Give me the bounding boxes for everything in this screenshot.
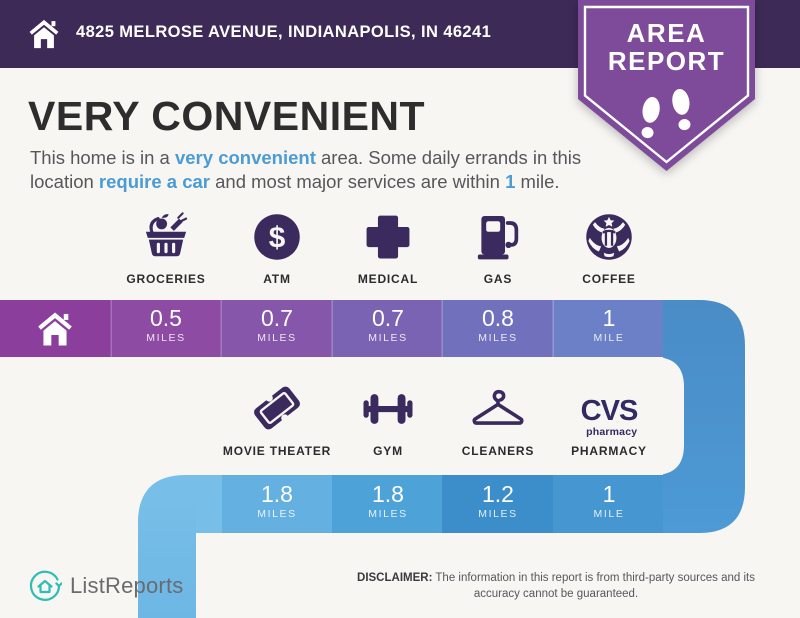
bar1-medical-segment bbox=[332, 300, 442, 357]
distance-unit: MILES bbox=[478, 508, 518, 520]
bar1-groceries-segment bbox=[111, 300, 221, 357]
coffee-siren-logo-icon bbox=[553, 207, 665, 265]
groceries-icon bbox=[110, 207, 222, 265]
distance-cell-cleaners: 1.2 MILES bbox=[442, 481, 554, 520]
amenity-gym: GYM bbox=[332, 379, 444, 458]
bar2-gym-segment bbox=[332, 475, 442, 533]
distance-cell-atm: 0.7 MILES bbox=[221, 305, 333, 344]
distance-unit: MILES bbox=[368, 508, 408, 520]
amenity-medical: MEDICAL bbox=[332, 207, 444, 286]
amenity-label: GAS bbox=[483, 272, 513, 286]
amenity-cleaners: CLEANERS bbox=[442, 379, 554, 458]
amenity-label: MEDICAL bbox=[357, 272, 419, 286]
description-text: mile. bbox=[515, 171, 560, 193]
badge-line1: AREA bbox=[626, 18, 707, 48]
description-text: This home is in a bbox=[30, 147, 175, 168]
cvs-wordmark: CVS bbox=[580, 394, 639, 427]
badge-line2: REPORT bbox=[607, 46, 726, 76]
disclaimer-text: The information in this report is from t… bbox=[432, 572, 755, 584]
amenity-movie-theater: MOVIE THEATER bbox=[221, 379, 333, 458]
medical-cross-icon bbox=[332, 207, 444, 265]
distance-cell-gas: 0.8 MILES bbox=[442, 305, 554, 344]
description-highlight: require a car bbox=[98, 171, 210, 193]
distance-value: 1 bbox=[602, 481, 616, 507]
distance-value: 0.5 bbox=[150, 305, 182, 331]
disclaimer-text: accuracy cannot be guaranteed. bbox=[473, 588, 639, 601]
description-text: location bbox=[30, 171, 99, 193]
disclaimer: DISCLAIMER: The information in this repo… bbox=[330, 570, 782, 602]
distance-value: 0.7 bbox=[372, 305, 404, 331]
distance-unit: MILES bbox=[146, 332, 186, 344]
distance-unit: MILES bbox=[257, 332, 297, 344]
bar1-atm-segment bbox=[221, 300, 332, 357]
ribbon-shape bbox=[578, 0, 755, 171]
distance-unit: MILE bbox=[593, 332, 625, 344]
footprints-icon bbox=[641, 88, 691, 139]
distance-value: 1.2 bbox=[482, 481, 514, 507]
distance-unit: MILES bbox=[478, 332, 518, 344]
distance-value: 1.8 bbox=[261, 481, 293, 507]
amenity-label: ATM bbox=[263, 272, 291, 286]
description-highlight: very convenient bbox=[174, 147, 316, 168]
area-report-badge: AREA REPORT bbox=[578, 0, 755, 176]
amenity-pharmacy: CVS pharmacy PHARMACY bbox=[553, 379, 665, 458]
amenity-label: GROCERIES bbox=[126, 272, 206, 286]
gas-pump-icon bbox=[442, 207, 554, 265]
distance-value: 0.8 bbox=[482, 305, 514, 331]
amenity-label: GYM bbox=[373, 444, 403, 458]
distance-cell-coffee: 1 MILE bbox=[553, 305, 665, 344]
amenity-groceries: GROCERIES bbox=[110, 207, 222, 286]
distance-cell-movie-theater: 1.8 MILES bbox=[221, 481, 333, 520]
brand-name: ListReports bbox=[70, 573, 184, 598]
movie-ticket-icon bbox=[221, 379, 333, 437]
home-icon bbox=[29, 19, 59, 49]
listreports-logo: ListReports bbox=[28, 569, 183, 603]
svg-text:$: $ bbox=[269, 222, 286, 255]
bar-home-icon bbox=[38, 312, 72, 346]
distance-unit: MILES bbox=[257, 508, 297, 520]
description-text: area. Some daily errands in this bbox=[315, 147, 582, 168]
distance-unit: MILES bbox=[368, 332, 408, 344]
description-highlight: 1 bbox=[505, 171, 516, 193]
disclaimer-label: DISCLAIMER: bbox=[357, 572, 433, 584]
amenity-label: CLEANERS bbox=[461, 444, 535, 458]
atm-icon: $ bbox=[221, 207, 333, 265]
right-elbow-segment bbox=[663, 300, 745, 533]
bar1-coffee-segment bbox=[553, 300, 663, 357]
listreports-icon bbox=[29, 570, 62, 601]
distance-value: 1 bbox=[602, 305, 616, 331]
distance-value: 0.7 bbox=[261, 305, 293, 331]
cvs-pharmacy-logo: CVS pharmacy bbox=[553, 379, 665, 437]
bar2-movie-segment bbox=[222, 475, 332, 533]
property-address: 4825 MELROSE AVENUE, INDIANAPOLIS, IN 46… bbox=[76, 23, 492, 41]
amenity-label: MOVIE THEATER bbox=[222, 444, 332, 458]
description: This home is in a very convenient area. … bbox=[30, 146, 595, 195]
distance-unit: MILE bbox=[593, 508, 625, 520]
description-text: and most major services are within bbox=[209, 171, 506, 193]
distance-value: 1.8 bbox=[372, 481, 404, 507]
left-descender-segment bbox=[138, 503, 196, 618]
cvs-subtext: pharmacy bbox=[586, 425, 638, 438]
distance-cell-medical: 0.7 MILES bbox=[332, 305, 444, 344]
amenity-gas: GAS bbox=[442, 207, 554, 286]
bar1-gas-segment bbox=[442, 300, 553, 357]
bar2-pharmacy-segment bbox=[553, 475, 663, 533]
page-title: VERY CONVENIENT bbox=[28, 93, 426, 139]
amenity-label: COFFEE bbox=[582, 272, 636, 286]
distance-cell-groceries: 0.5 MILES bbox=[110, 305, 222, 344]
amenity-label: PHARMACY bbox=[571, 444, 647, 458]
amenity-coffee: COFFEE bbox=[553, 207, 665, 286]
hanger-icon bbox=[442, 379, 554, 437]
bar2-cleaners-segment bbox=[442, 475, 553, 533]
amenity-atm: $ ATM bbox=[221, 207, 333, 286]
distance-cell-pharmacy: 1 MILE bbox=[553, 481, 665, 520]
dumbbell-icon bbox=[332, 379, 444, 437]
distance-cell-gym: 1.8 MILES bbox=[332, 481, 444, 520]
